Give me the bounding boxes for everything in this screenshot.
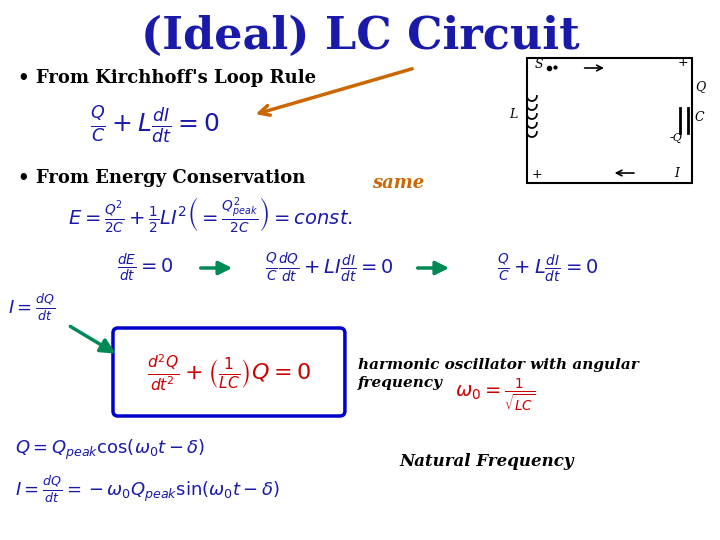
Text: $\frac{d^2Q}{dt^2} + \left(\frac{1}{LC}\right)Q = 0$: $\frac{d^2Q}{dt^2} + \left(\frac{1}{LC}\… [147, 353, 311, 394]
Text: C: C [695, 111, 704, 124]
Text: $Q = Q_{peak}\cos(\omega_0 t - \delta)$: $Q = Q_{peak}\cos(\omega_0 t - \delta)$ [15, 438, 205, 462]
Text: • From Energy Conservation: • From Energy Conservation [18, 169, 305, 187]
Text: $I = \frac{dQ}{dt}$: $I = \frac{dQ}{dt}$ [9, 293, 55, 323]
Text: $\frac{dE}{dt} = 0$: $\frac{dE}{dt} = 0$ [117, 252, 174, 284]
Text: same: same [372, 174, 424, 192]
Text: $I = \frac{dQ}{dt} = -\omega_0 Q_{peak}\sin(\omega_0 t - \delta)$: $I = \frac{dQ}{dt} = -\omega_0 Q_{peak}\… [15, 475, 280, 505]
Text: +: + [678, 56, 688, 69]
Text: harmonic oscillator with angular: harmonic oscillator with angular [358, 358, 639, 372]
Text: frequency: frequency [358, 376, 443, 390]
Text: $\frac{Q}{C}\frac{dQ}{dt} + LI\frac{dI}{dt} = 0$: $\frac{Q}{C}\frac{dQ}{dt} + LI\frac{dI}{… [266, 251, 395, 285]
Text: (Ideal) LC Circuit: (Ideal) LC Circuit [140, 15, 580, 57]
Text: Q: Q [695, 80, 705, 93]
Text: $\frac{Q}{C} + L\frac{dI}{dt} = 0$: $\frac{Q}{C} + L\frac{dI}{dt} = 0$ [498, 252, 598, 285]
FancyBboxPatch shape [113, 328, 345, 416]
Text: I: I [674, 167, 679, 180]
Text: -Q: -Q [670, 133, 683, 143]
Text: L: L [509, 108, 517, 121]
Text: +: + [532, 168, 542, 181]
Text: S: S [535, 58, 544, 71]
Text: • From Kirchhoff's Loop Rule: • From Kirchhoff's Loop Rule [18, 69, 316, 87]
Text: $E = \frac{Q^2}{2C} + \frac{1}{2}LI^2\left(=\frac{Q_{peak}^2}{2C}\right) = const: $E = \frac{Q^2}{2C} + \frac{1}{2}LI^2\le… [68, 195, 352, 234]
Bar [527, 58, 692, 183]
Text: $\frac{Q}{C} + L\frac{dI}{dt} = 0$: $\frac{Q}{C} + L\frac{dI}{dt} = 0$ [90, 105, 220, 145]
Text: $\omega_0 = \frac{1}{\sqrt{LC}}$: $\omega_0 = \frac{1}{\sqrt{LC}}$ [455, 376, 535, 414]
Text: Natural Frequency: Natural Frequency [400, 454, 575, 470]
